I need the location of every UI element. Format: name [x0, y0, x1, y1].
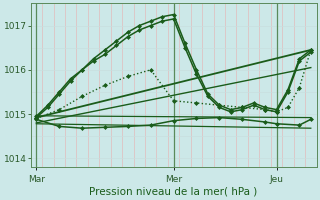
X-axis label: Pression niveau de la mer( hPa ): Pression niveau de la mer( hPa ): [90, 187, 258, 197]
